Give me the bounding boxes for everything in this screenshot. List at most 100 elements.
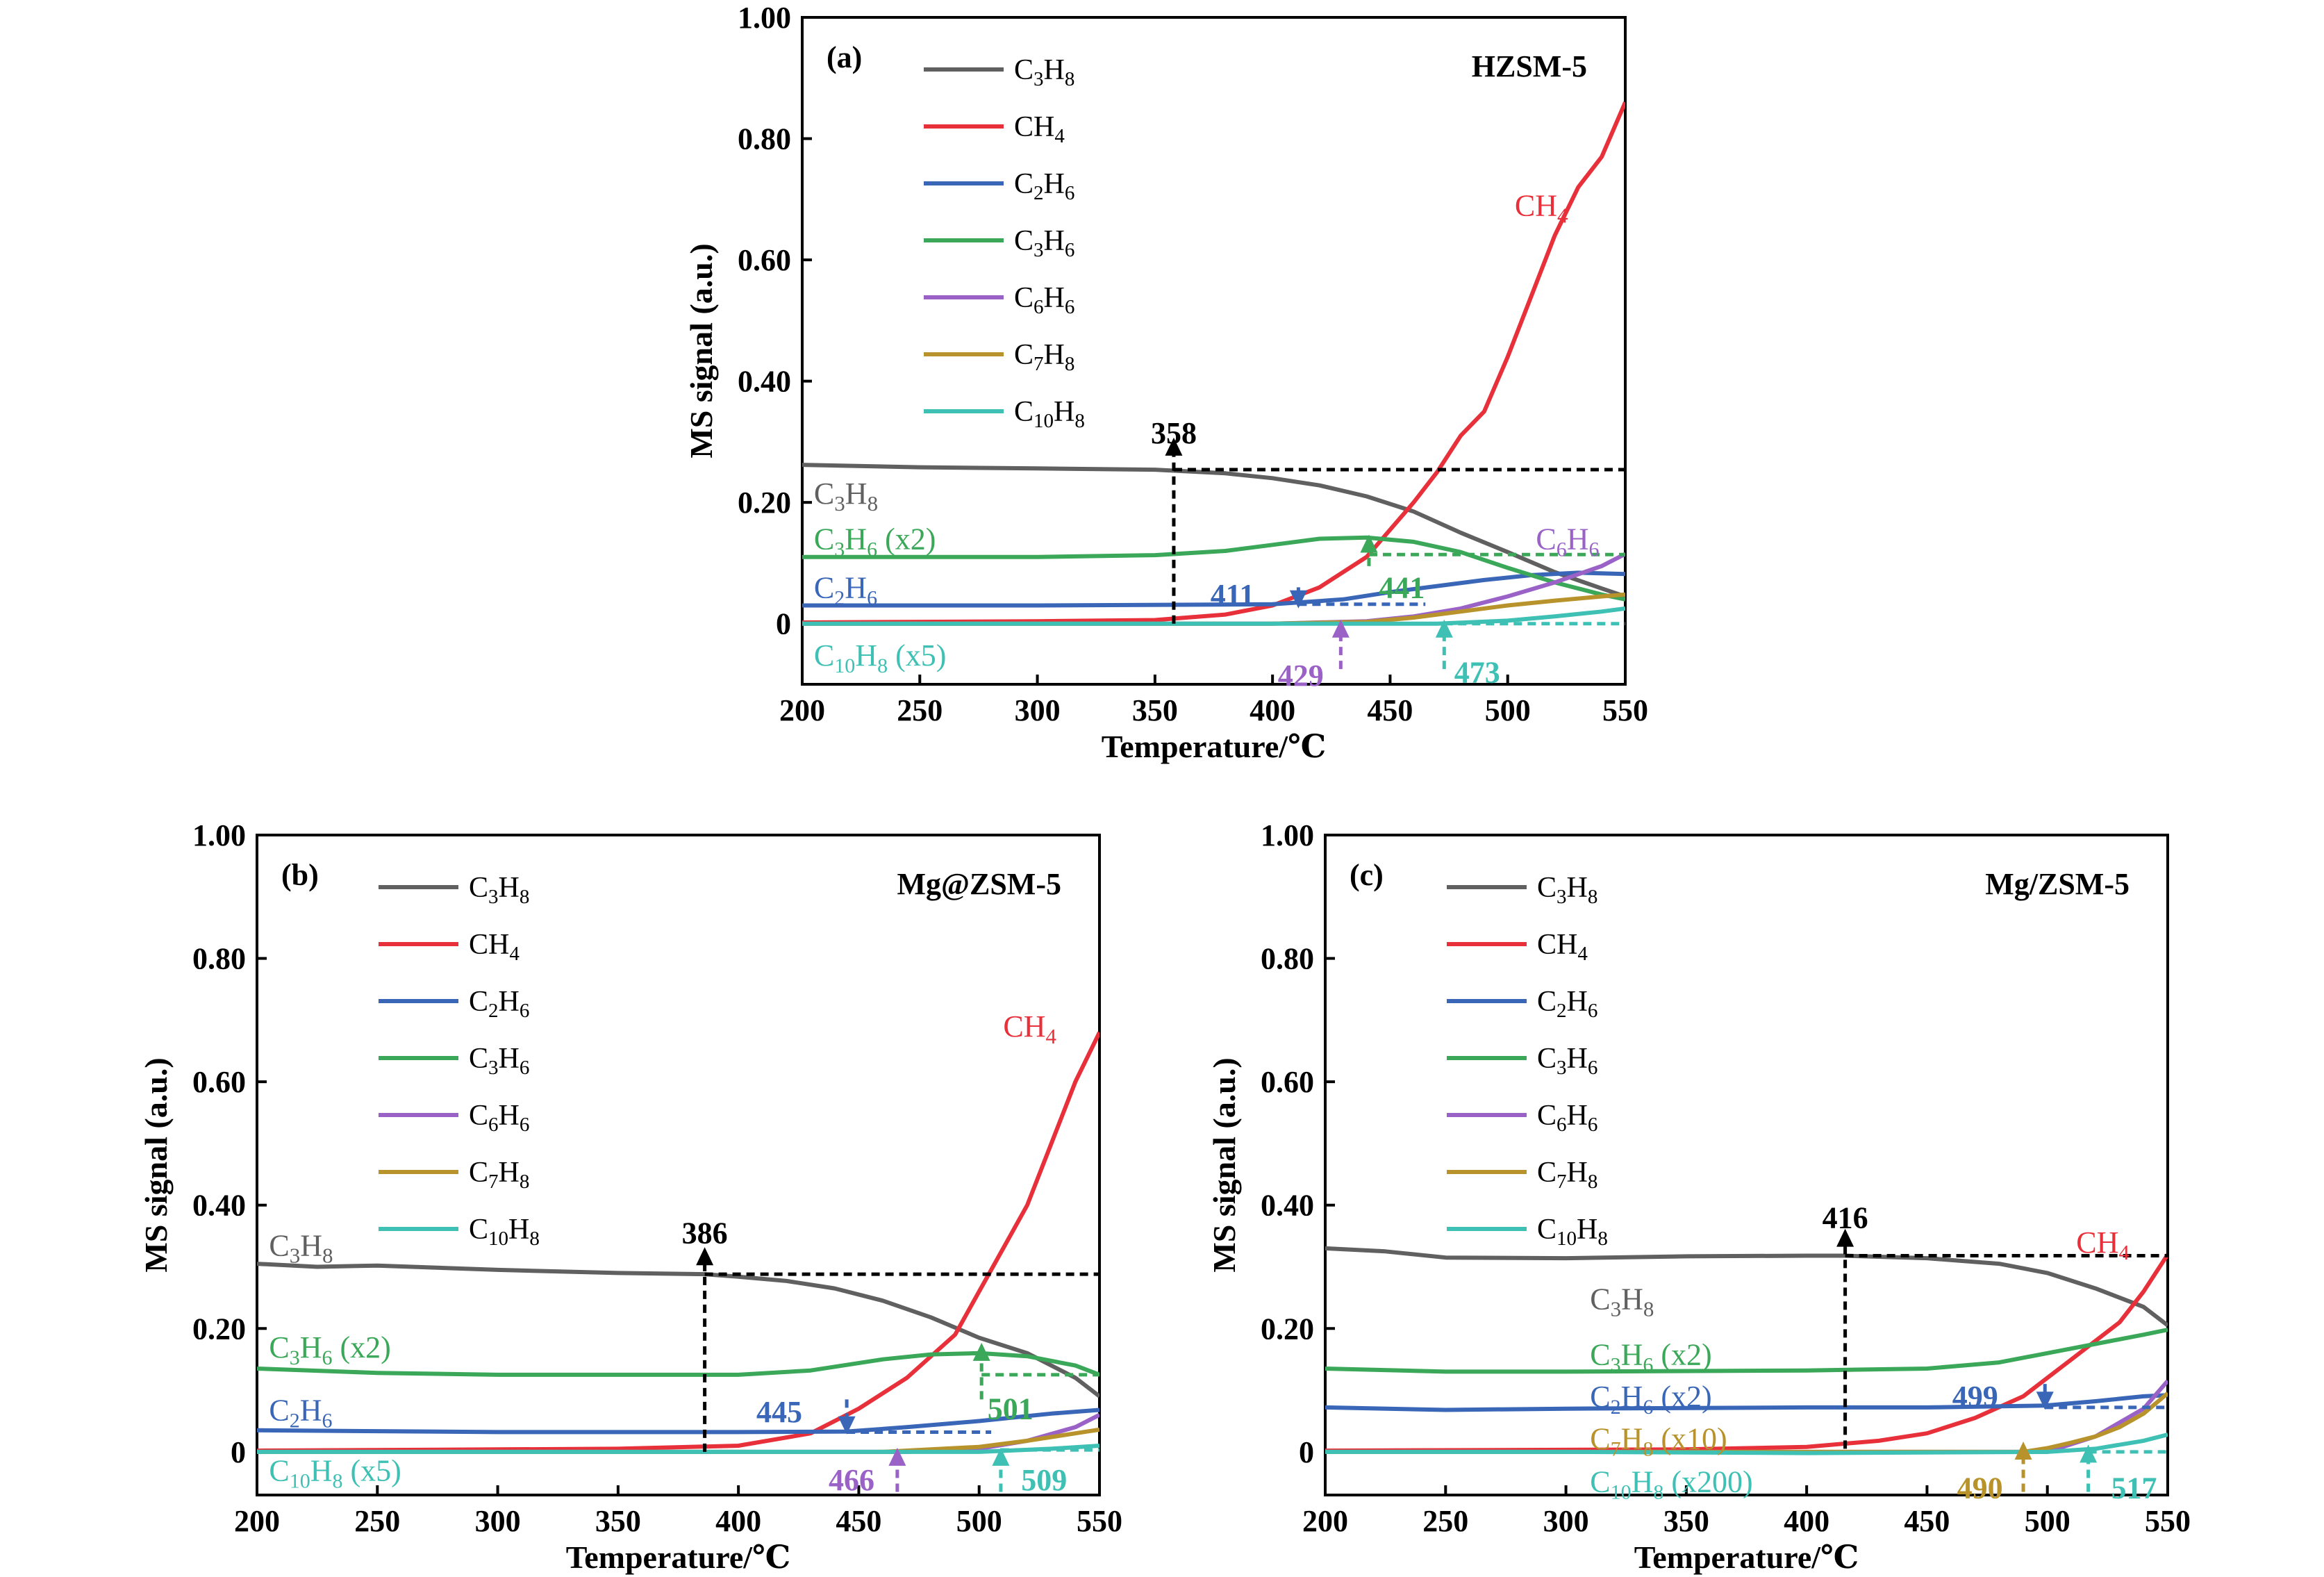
x-tick-label: 500 (1485, 693, 1531, 727)
y-tick-label: 0.40 (1261, 1189, 1314, 1223)
series-label-C6H6: C6H6 (1536, 522, 1599, 561)
annotation-arrow (2014, 1441, 2032, 1460)
legend-label-C10H8: C10H8 (1537, 1214, 1608, 1250)
series-label-C7H8: C7H8 (x10) (1590, 1421, 1727, 1460)
x-tick-label: 350 (1663, 1504, 1709, 1538)
series-line-C6H6 (1325, 1379, 2168, 1454)
annotation-arrow (696, 1247, 714, 1266)
plot-frame (801, 16, 1627, 686)
legend-label-CH4: CH4 (469, 929, 520, 965)
annotation-466: 466 (829, 1447, 906, 1497)
series-line-CH4 (1325, 1253, 2168, 1453)
series-label-C3H8: C3H8 (1590, 1282, 1654, 1321)
y-tick-label: 0.60 (1261, 1065, 1314, 1099)
annotation-value: 429 (1278, 659, 1324, 693)
series-label-C10H8: C10H8 (x5) (269, 1453, 401, 1492)
annotation-445: 445 (756, 1395, 992, 1435)
annotation-value: 386 (682, 1216, 728, 1250)
series-label-C2H6: C2H6 (814, 570, 877, 609)
x-tick-label: 350 (595, 1504, 641, 1538)
series-label-C3H8: C3H8 (814, 477, 878, 515)
annotation-arrow (2080, 1444, 2098, 1463)
annotation-value: 411 (1211, 578, 1255, 612)
x-axis-label: Temperature/℃ (566, 1539, 790, 1575)
y-axis-label: MS signal (a.u.) (1206, 1057, 1242, 1272)
legend-label-C3H6: C3H6 (1537, 1043, 1597, 1079)
y-tick-label: 0.20 (192, 1312, 246, 1346)
series-line-C3H6 (257, 1351, 1099, 1377)
x-tick-label: 450 (836, 1504, 881, 1538)
annotation-value: 517 (2111, 1471, 2157, 1505)
series-label-CH4: CH4 (1003, 1009, 1056, 1048)
annotation-arrow (1435, 619, 1453, 638)
y-tick-label: 0.80 (1261, 942, 1314, 976)
annotation-arrow (1289, 590, 1307, 609)
annotation-arrow (2036, 1392, 2054, 1410)
legend-label-C2H6: C2H6 (1014, 168, 1074, 204)
annotation-473: 473 (1435, 619, 1625, 690)
legend-label-CH4: CH4 (1014, 111, 1065, 147)
x-tick-label: 450 (1904, 1504, 1950, 1538)
plot-frame (1324, 834, 2169, 1496)
annotation-value: 416 (1823, 1200, 1868, 1235)
annotation-arrow (1360, 534, 1378, 553)
y-tick-label: 0.20 (738, 486, 791, 520)
series-line-C10H8 (802, 606, 1625, 626)
annotation-arrow (888, 1447, 906, 1466)
legend-label-C10H8: C10H8 (1014, 396, 1085, 432)
y-tick-label: 0.60 (192, 1065, 246, 1099)
annotation-value: 466 (829, 1463, 874, 1497)
catalyst-name: Mg@ZSM-5 (897, 867, 1061, 901)
series-line-C3H6 (1325, 1328, 2168, 1374)
series-label-C3H6: C3H6 (x2) (814, 522, 936, 561)
series-label-C10H8: C10H8 (x5) (814, 638, 946, 677)
annotation-501: 501 (972, 1342, 1099, 1426)
annotation-value: 499 (1952, 1380, 1998, 1414)
x-tick-label: 200 (1302, 1504, 1348, 1538)
x-tick-label: 200 (234, 1504, 280, 1538)
series-line-C3H8 (257, 1262, 1099, 1398)
y-tick-label: 0.80 (738, 122, 791, 156)
panel-a: 0 0.20 0.40 0.60 0.80 1.00 200 250 300 350 400 450 5… (683, 1, 1648, 764)
x-tick-label: 300 (1015, 693, 1061, 727)
series-label-C3H8: C3H8 (269, 1228, 333, 1267)
x-tick-label: 500 (956, 1504, 1002, 1538)
panel-b: 0 0.20 0.40 0.60 0.80 1.00 200 250 300 350 400 450 5… (138, 818, 1122, 1575)
legend-label-C3H8: C3H8 (1537, 872, 1597, 908)
x-tick-label: 250 (1422, 1504, 1468, 1538)
annotation-value: 358 (1151, 416, 1197, 450)
legend-label-C7H8: C7H8 (1014, 339, 1074, 375)
annotation-arrow (1331, 619, 1350, 638)
catalyst-name: HZSM-5 (1472, 49, 1587, 83)
annotation-arrow (992, 1447, 1010, 1466)
annotation-490: 490 (1957, 1441, 2032, 1505)
series-line-C2H6 (802, 570, 1625, 608)
x-axis-label: Temperature/℃ (1102, 729, 1326, 764)
x-tick-label: 300 (1543, 1504, 1589, 1538)
x-tick-label: 500 (2025, 1504, 2070, 1538)
annotation-411: 411 (1211, 578, 1426, 612)
y-tick-label: 0.60 (738, 243, 791, 277)
y-axis-label: MS signal (a.u.) (138, 1057, 174, 1272)
series-label-C3H6: C3H6 (x2) (1590, 1338, 1711, 1377)
legend-label-C3H6: C3H6 (1014, 225, 1074, 261)
annotation-value: 445 (756, 1395, 802, 1429)
annotation-value: 473 (1454, 656, 1500, 690)
annotation-429: 429 (1278, 619, 1350, 693)
y-axis-label: MS signal (a.u.) (683, 243, 719, 458)
annotation-509: 509 (992, 1447, 1099, 1497)
annotation-arrow (1165, 437, 1183, 456)
annotation-value: 490 (1957, 1471, 2003, 1505)
series-line-C3H8 (802, 463, 1625, 599)
series-label-C10H8: C10H8 (x200) (1590, 1464, 1752, 1503)
legend-label-C6H6: C6H6 (1537, 1100, 1597, 1136)
series-line-C3H8 (1325, 1246, 2168, 1328)
annotation-arrow (1836, 1228, 1854, 1247)
legend-label-C2H6: C2H6 (1537, 986, 1597, 1022)
legend-label-C6H6: C6H6 (469, 1100, 529, 1136)
panel-c: 0 0.20 0.40 0.60 0.80 1.00 200 250 300 350 400 450 5… (1206, 818, 2191, 1575)
y-tick-label: 0.40 (738, 365, 791, 399)
annotation-386: 386 (682, 1216, 1099, 1452)
y-tick-label: 0 (231, 1435, 246, 1469)
